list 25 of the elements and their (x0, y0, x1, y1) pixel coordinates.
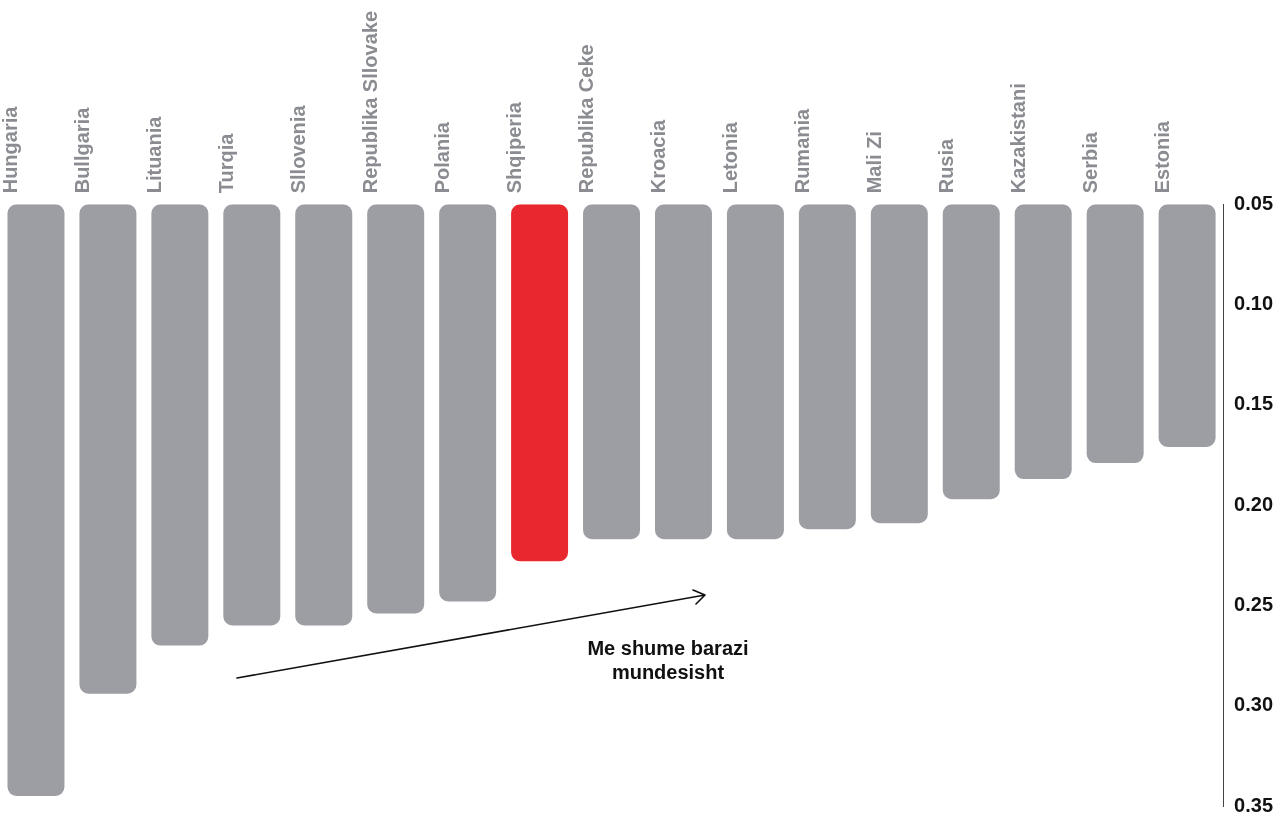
y-tick-label: 0.35 (1234, 793, 1274, 816)
y-tick-label: 0.30 (1234, 693, 1274, 716)
x-tick-label: Lituania (143, 115, 166, 194)
y-tick-label: 0.10 (1234, 292, 1274, 315)
x-tick-label: Republika Sllovake (359, 11, 382, 194)
y-tick-label: 0.20 (1234, 492, 1274, 515)
x-tick-label: Estonia (1150, 120, 1173, 194)
x-tick-label: Rumania (790, 107, 813, 194)
x-tick-label: Kroacia (647, 119, 669, 194)
x-tick-label: Polania (431, 121, 454, 194)
x-tick-label: Hungaria (0, 105, 22, 194)
x-tick-label: Serbia (1078, 131, 1101, 194)
x-tick-label: Mali Zi (862, 131, 885, 194)
annotation: Me shume barazi mundesisht (587, 637, 749, 683)
x-tick-label: Republika Ceke (575, 44, 598, 194)
y-tick-label: 0.15 (1234, 392, 1274, 415)
x-tick-label: Kazakistani (1006, 83, 1029, 194)
y-tick-label: 0.05 (1234, 191, 1274, 214)
y-tick-label: 0.25 (1234, 592, 1274, 615)
x-tick-label: Sllovenia (287, 104, 310, 194)
x-tick-label: Bullgaria (71, 106, 94, 194)
x-tick-label: Turqia (215, 132, 238, 194)
x-tick-label: Rusia (934, 137, 957, 194)
x-tick-label: Letonia (718, 121, 741, 194)
x-tick-label: Shqiperia (503, 101, 526, 194)
